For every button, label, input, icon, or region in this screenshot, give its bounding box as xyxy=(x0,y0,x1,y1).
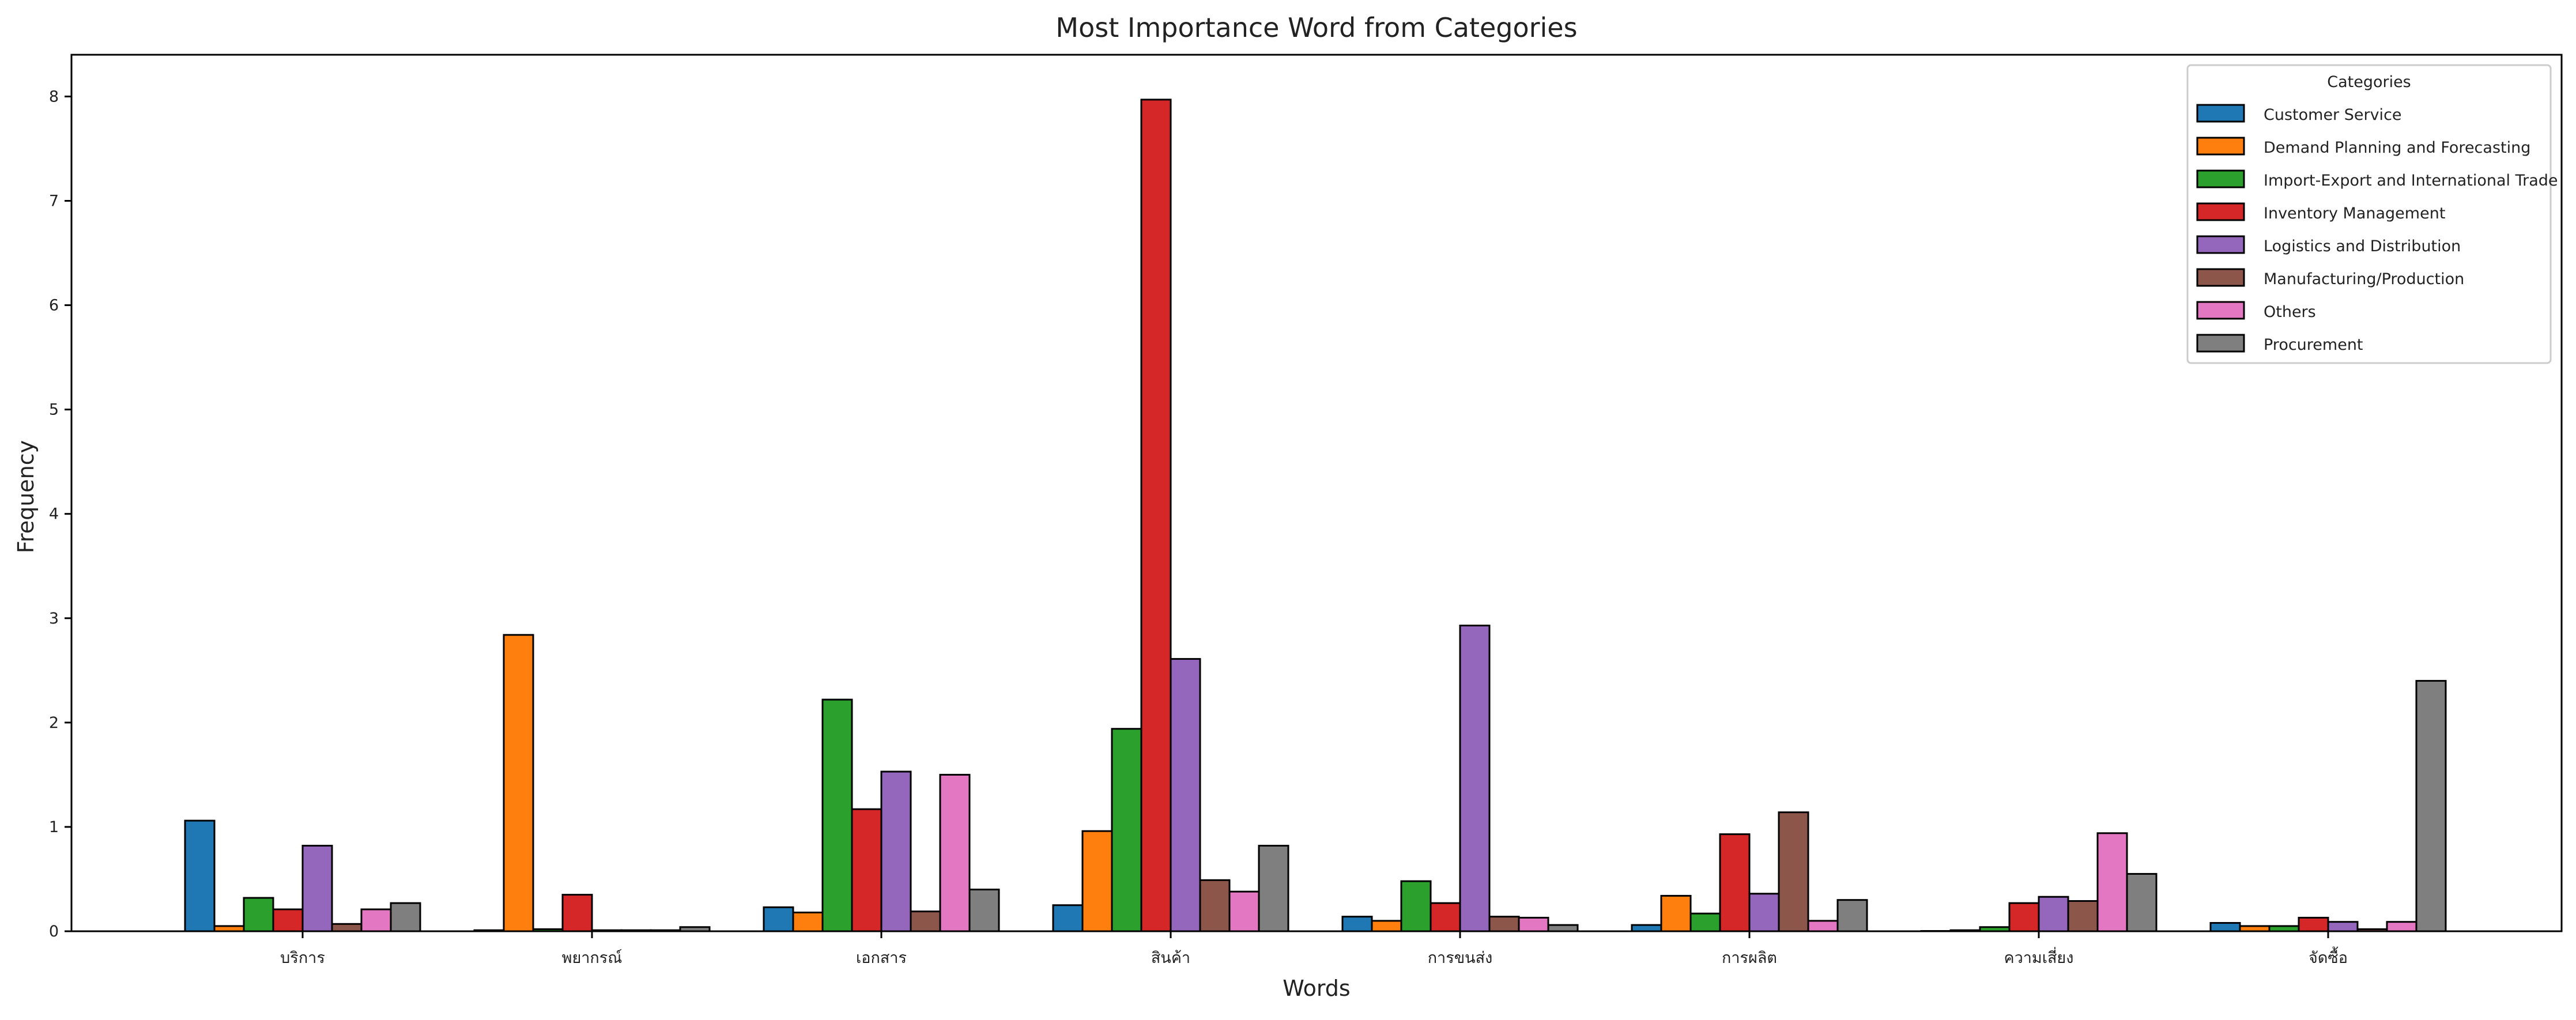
legend-swatch xyxy=(2196,202,2245,221)
legend-label: Manufacturing/Production xyxy=(2264,270,2464,288)
bar xyxy=(1547,924,1579,932)
legend-label: Demand Planning and Forecasting xyxy=(2264,139,2530,157)
bar xyxy=(1748,893,1780,932)
bar xyxy=(2298,916,2329,932)
bar xyxy=(2386,921,2417,932)
legend-swatch xyxy=(2196,235,2245,254)
bar xyxy=(910,911,941,932)
bar xyxy=(763,906,794,932)
bar xyxy=(331,923,363,932)
bar xyxy=(1081,830,1113,932)
x-tick-label: การขนส่ง xyxy=(1428,949,1493,967)
bar xyxy=(1660,894,1692,932)
x-tick-label: สินค้า xyxy=(1151,949,1190,967)
bar xyxy=(880,770,912,932)
y-tick-label: 5 xyxy=(49,401,59,419)
bar xyxy=(968,889,1000,932)
y-tick-label: 1 xyxy=(49,818,59,836)
bar xyxy=(243,897,274,932)
bar xyxy=(1371,920,1402,932)
legend-swatch xyxy=(2196,137,2245,156)
y-tick-label: 6 xyxy=(49,297,59,315)
bar xyxy=(851,808,882,932)
bar xyxy=(2126,872,2158,932)
bar xyxy=(792,911,824,932)
plot-frame xyxy=(70,54,2563,932)
bar xyxy=(272,908,304,932)
bar xyxy=(1170,658,1201,932)
y-axis-label: Frequency xyxy=(13,440,39,553)
bar xyxy=(1518,916,1549,932)
y-tick-label: 0 xyxy=(49,923,59,940)
bar xyxy=(1140,99,1172,932)
legend-label: Procurement xyxy=(2264,336,2363,354)
y-tick-label: 7 xyxy=(49,192,59,210)
bar xyxy=(939,773,971,932)
bar xyxy=(1719,833,1751,932)
bar xyxy=(1228,890,1260,932)
legend-label: Customer Service xyxy=(2264,106,2402,124)
axes-group: 0 1 2 3 4 5 6 7 8 บริการ พยากรณ์ เอกสาร สินค้า การขนส… xyxy=(49,54,2563,967)
bar xyxy=(1400,880,1432,932)
legend-swatch xyxy=(2196,268,2245,287)
legend-title: Categories xyxy=(2327,73,2411,91)
bar xyxy=(301,845,333,932)
x-tick-label: การผลิต xyxy=(1722,949,1777,967)
y-tick-label: 4 xyxy=(49,505,59,523)
bar xyxy=(360,908,392,932)
bar xyxy=(2327,921,2359,932)
bar xyxy=(821,698,853,932)
y-tick-label: 3 xyxy=(49,610,59,628)
bar xyxy=(1836,899,1868,932)
bar xyxy=(503,634,534,932)
bar xyxy=(184,819,216,932)
bar xyxy=(1631,924,1662,932)
bar xyxy=(2209,922,2241,932)
legend-label: Others xyxy=(2264,303,2316,321)
bar xyxy=(2038,896,2069,932)
y-tick-label: 2 xyxy=(49,714,59,732)
bar xyxy=(1199,879,1231,932)
x-tick-label: บริการ xyxy=(280,949,325,967)
bar xyxy=(1258,845,1289,932)
bar xyxy=(1341,916,1373,932)
bar xyxy=(1430,902,1461,932)
bar xyxy=(561,894,593,932)
x-tick-label: ความเสี่ยง xyxy=(2004,947,2074,967)
legend-swatch xyxy=(2196,301,2245,320)
bar xyxy=(2067,900,2099,932)
x-tick-label: เอกสาร xyxy=(856,949,907,967)
legend-swatch xyxy=(2196,334,2245,353)
bar xyxy=(1488,916,1520,932)
legend-label: Inventory Management xyxy=(2264,205,2445,222)
legend-box xyxy=(2186,64,2552,364)
bar xyxy=(390,902,421,932)
legend-label: Logistics and Distribution xyxy=(2264,237,2461,255)
bars-group xyxy=(184,99,2447,932)
bar xyxy=(1778,811,1809,932)
x-tick-label: จัดซื้อ xyxy=(2309,946,2348,967)
x-tick-label: พยากรณ์ xyxy=(562,949,623,967)
legend-swatch xyxy=(2196,169,2245,188)
legend: Categories Customer Service Demand Planni… xyxy=(2186,64,2558,364)
bar xyxy=(2415,679,2447,932)
legend-swatch xyxy=(2196,104,2245,123)
bar xyxy=(1459,624,1491,932)
bar xyxy=(1052,904,1084,932)
bar xyxy=(2008,902,2040,932)
legend-label: Import-Export and International Trade xyxy=(2264,172,2558,190)
bar xyxy=(1111,728,1142,932)
bar xyxy=(1689,912,1721,932)
x-axis-label: Words xyxy=(1283,976,1350,1001)
bar xyxy=(2096,832,2128,932)
chart-title: Most Importance Word from Categories xyxy=(1055,12,1577,43)
y-tick-label: 8 xyxy=(49,88,59,105)
bar xyxy=(1807,920,1839,932)
